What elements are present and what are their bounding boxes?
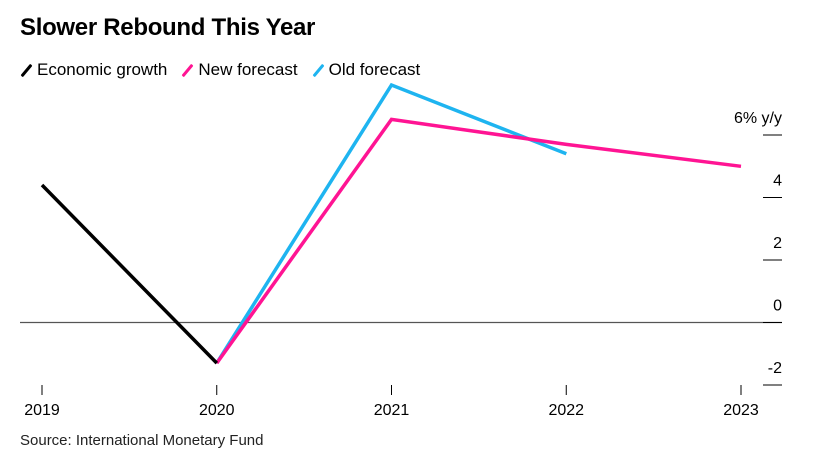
series-line-new-forecast — [215, 117, 742, 365]
legend: Economic growth New forecast Old forecas… — [20, 59, 434, 81]
x-tick-label: 2019 — [24, 402, 60, 419]
x-tick-label: 2021 — [374, 402, 410, 419]
chart-title: Slower Rebound This Year — [20, 14, 316, 41]
y-tick-label: 4 — [773, 173, 782, 190]
x-tick-label: 2020 — [199, 402, 235, 419]
x-tick-label: 2023 — [723, 402, 759, 419]
legend-item-old-forecast: Old forecast — [312, 60, 421, 80]
legend-label-old-forecast: Old forecast — [328, 60, 421, 79]
series-line-economic-growth — [40, 183, 219, 365]
y-tick-label: -2 — [768, 360, 782, 377]
legend-item-new-forecast: New forecast — [181, 60, 298, 80]
y-tick-label: 2 — [773, 235, 782, 252]
legend-label-economic-growth: Economic growth — [37, 60, 168, 79]
series-line-old-forecast — [215, 82, 567, 365]
source-note: Source: International Monetary Fund — [20, 432, 264, 449]
legend-item-economic-growth: Economic growth — [20, 60, 167, 80]
y-tick-label: 0 — [773, 298, 782, 315]
x-tick-label: 2022 — [548, 402, 584, 419]
legend-label-new-forecast: New forecast — [198, 60, 298, 79]
y-tick-label: 6% y/y — [734, 110, 782, 127]
